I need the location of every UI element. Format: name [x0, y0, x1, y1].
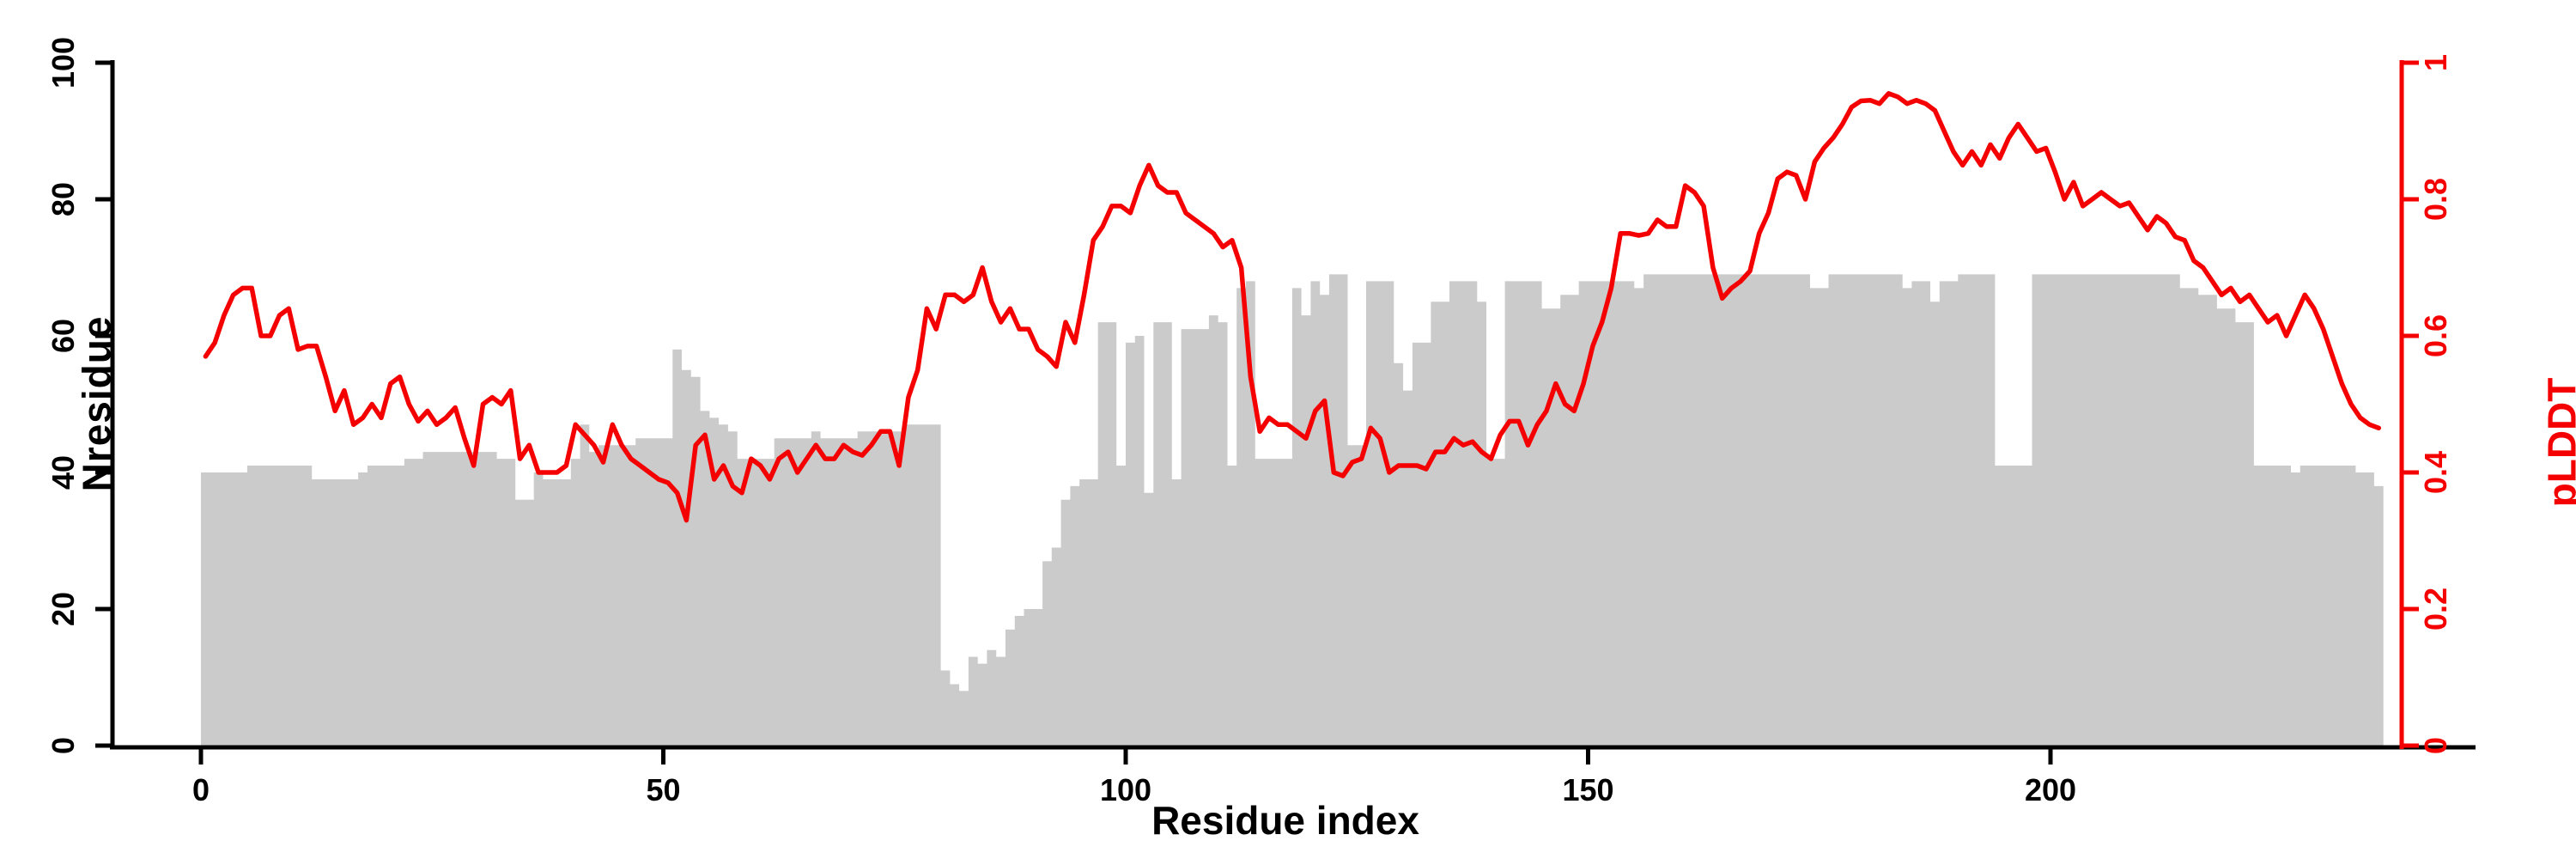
x-tick-label: 0: [192, 772, 210, 807]
left-axis-title: Nresidue: [74, 315, 119, 492]
y-left-tick-label: 20: [46, 592, 81, 626]
x-axis: 0 50 100 150 200: [110, 745, 2476, 807]
y-left-tick-label: 40: [46, 455, 81, 490]
y-right-tick-label: 0: [2418, 737, 2453, 754]
x-axis-title: Residue index: [1151, 798, 1419, 843]
y-right-tick-label: 0.8: [2418, 178, 2453, 221]
y-right-tick-label: 0.2: [2418, 588, 2453, 631]
x-tick-label: 50: [646, 772, 680, 807]
right-y-axis: 0 0.2 0.4 0.6 0.8 1: [2399, 54, 2453, 754]
y-left-tick-label: 0: [46, 737, 81, 754]
x-tick-label: 200: [2025, 772, 2076, 807]
y-right-tick-label: 0.6: [2418, 314, 2453, 357]
y-right-tick-label: 1: [2418, 54, 2453, 71]
nresidue-bars: [201, 274, 2384, 747]
plddt-line: [203, 91, 2382, 523]
y-left-tick-label: 100: [46, 37, 81, 88]
y-left-tick-label: 80: [46, 182, 81, 216]
x-tick-label: 100: [1100, 772, 1151, 807]
y-left-tick-label: 60: [46, 319, 81, 353]
x-tick-label: 150: [1562, 772, 1613, 807]
right-axis-title: pLDDT: [2539, 377, 2576, 508]
y-right-tick-label: 0.4: [2418, 451, 2453, 494]
left-y-axis: 0 20 40 60 80 100: [46, 37, 115, 754]
